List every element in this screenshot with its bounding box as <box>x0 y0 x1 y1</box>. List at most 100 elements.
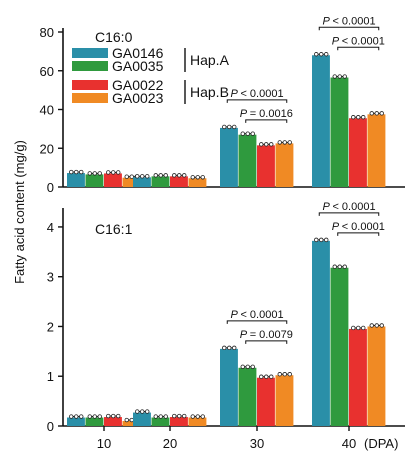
data-point <box>106 170 111 175</box>
data-point <box>282 372 287 377</box>
data-point <box>74 169 79 175</box>
bar <box>220 127 238 187</box>
data-point <box>332 264 337 269</box>
data-point <box>177 413 182 419</box>
panel-label: C16:1 <box>95 221 133 237</box>
data-point <box>351 115 356 120</box>
data-point <box>190 175 195 180</box>
bar <box>349 118 367 187</box>
data-point <box>79 414 84 419</box>
data-point <box>124 174 129 179</box>
data-point <box>232 345 237 351</box>
data-point <box>87 414 92 419</box>
bar <box>330 267 349 426</box>
significance-bracket <box>337 46 380 51</box>
data-point <box>250 131 255 136</box>
legend-entry: GA0022 <box>112 77 164 93</box>
p-value: = 0.0016 <box>250 108 293 120</box>
data-point <box>140 409 145 414</box>
data-point <box>111 413 116 419</box>
data-point <box>172 413 177 419</box>
bar <box>312 240 330 426</box>
y-axis-label: Fatty acid content (mg/g) <box>12 140 27 284</box>
data-point <box>92 171 97 176</box>
x-tick-label: 40 <box>342 436 356 451</box>
bar <box>104 173 122 187</box>
data-point <box>324 52 329 57</box>
bar <box>349 328 367 426</box>
bar <box>275 375 294 426</box>
data-point <box>259 374 264 379</box>
bar <box>85 174 104 187</box>
y-tick-label: 80 <box>40 25 54 40</box>
data-point <box>195 175 200 180</box>
data-point <box>240 131 245 136</box>
legend-entry: GA0146 <box>112 45 164 61</box>
data-point <box>200 414 205 419</box>
p-value: < 0.0001 <box>240 88 283 100</box>
significance-label: P = 0.0079 <box>240 329 293 341</box>
significance-bracket <box>337 232 380 236</box>
data-point <box>195 414 200 419</box>
data-point <box>277 372 282 377</box>
data-point <box>182 173 187 178</box>
legend-swatch <box>72 80 108 90</box>
significance-label: P < 0.0001 <box>332 221 385 233</box>
data-point <box>163 173 168 178</box>
significance-label: P < 0.0001 <box>332 35 385 47</box>
data-point <box>319 237 324 243</box>
data-point <box>319 52 324 57</box>
y-tick-label: 2 <box>47 319 54 334</box>
data-point <box>379 323 384 328</box>
data-point <box>106 413 111 419</box>
bar <box>257 145 275 187</box>
data-point <box>269 374 274 379</box>
p-symbol: P <box>332 221 342 233</box>
data-point <box>69 169 74 175</box>
panel-label: C16:0 <box>95 29 133 45</box>
bar <box>133 412 151 426</box>
p-symbol: P <box>240 329 250 341</box>
data-point <box>79 169 84 175</box>
p-value: < 0.0001 <box>342 221 385 233</box>
y-tick-label: 1 <box>47 369 54 384</box>
legend-group-label: Hap.B <box>190 84 229 100</box>
bar <box>238 367 257 426</box>
legend-entry: GA0023 <box>112 90 164 106</box>
data-point <box>232 124 237 130</box>
data-point <box>342 264 347 269</box>
bar <box>330 77 349 187</box>
bar <box>85 417 104 426</box>
data-point <box>240 364 245 369</box>
data-point <box>222 345 227 351</box>
significance-bracket <box>245 340 288 344</box>
significance-bracket <box>226 99 288 103</box>
legend-entry: GA0035 <box>112 58 164 74</box>
p-value: < 0.0001 <box>332 201 375 213</box>
data-point <box>135 174 140 179</box>
legend-swatch <box>72 61 108 71</box>
significance-label: P < 0.0001 <box>322 15 375 27</box>
data-point <box>259 142 264 147</box>
p-symbol: P <box>240 108 250 120</box>
y-tick-label: 3 <box>47 270 54 285</box>
data-point <box>129 174 134 179</box>
data-point <box>287 372 292 377</box>
bar <box>170 176 188 187</box>
data-point <box>116 170 121 175</box>
data-point <box>369 323 374 328</box>
y-tick-label: 0 <box>47 419 54 434</box>
data-point <box>97 414 102 419</box>
y-tick-label: 0 <box>47 180 54 195</box>
bar <box>122 421 141 426</box>
p-symbol: P <box>230 88 240 100</box>
data-point <box>158 173 163 178</box>
data-point <box>69 414 74 419</box>
data-point <box>337 264 342 269</box>
y-tick-label: 20 <box>40 141 54 156</box>
data-point <box>342 74 347 79</box>
bar <box>151 417 170 426</box>
data-point <box>337 74 342 79</box>
